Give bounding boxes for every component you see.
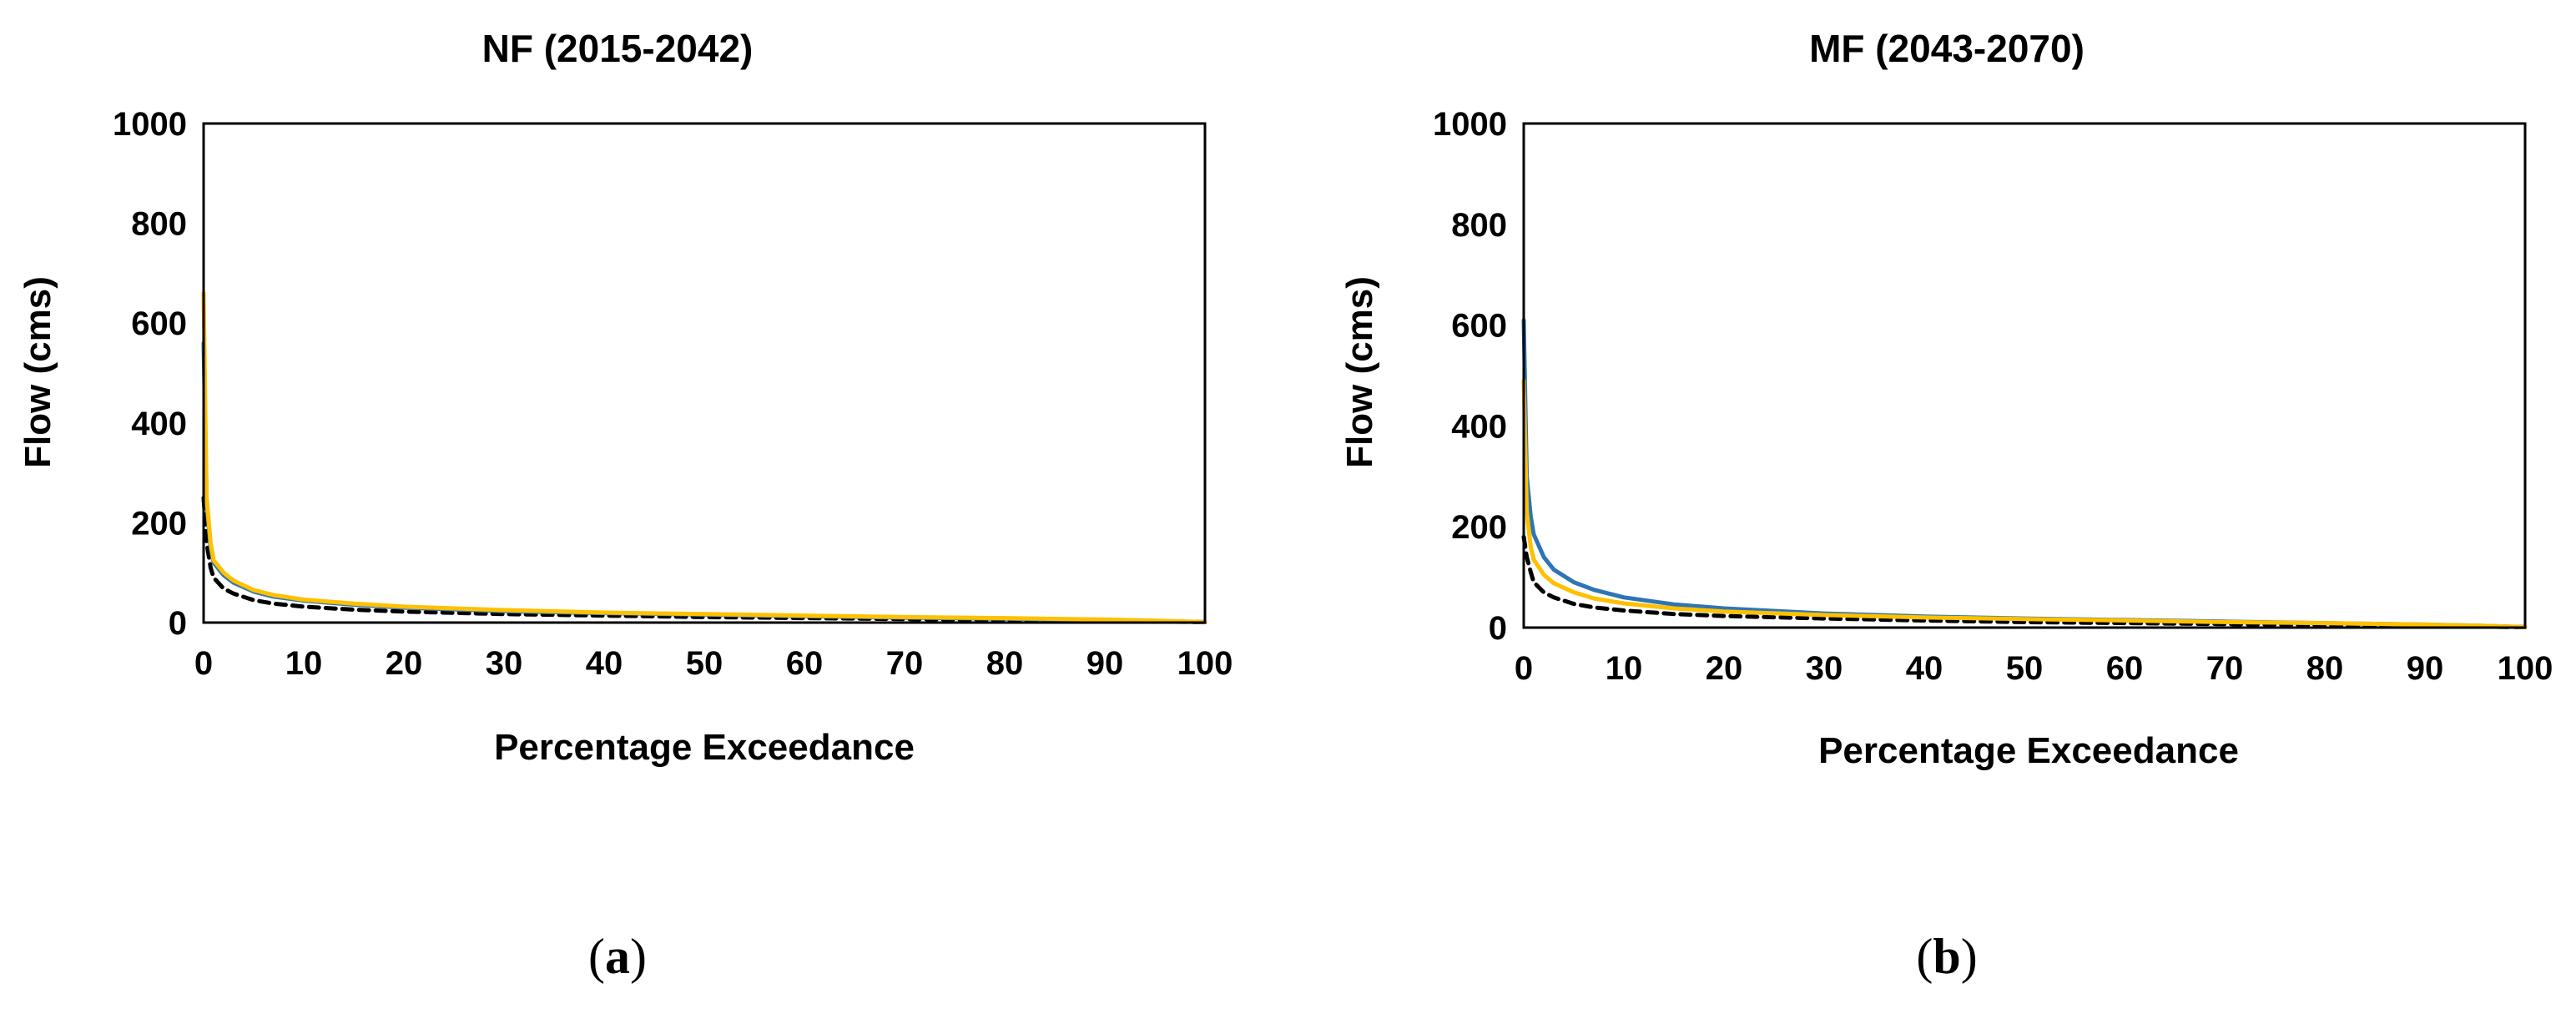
x-tick-labels: 0 10 20 30 40 50 60 70 80 90 100 [1515,650,2553,687]
x-tick-label: 30 [486,645,523,682]
x-tick-label: 100 [2498,650,2553,687]
plot-area-frame [1522,122,2527,629]
x-tick-label: 10 [285,645,323,682]
x-tick-label: 60 [2106,650,2144,687]
y-tick-label: 200 [131,505,187,542]
x-tick-label: 80 [986,645,1024,682]
panel-label: (b) [1916,929,1977,984]
y-tick-label: 1000 [113,106,187,143]
series-lines [1521,318,2528,629]
x-tick-label: 80 [2306,650,2344,687]
x-tick-label: 0 [1515,650,1533,687]
panel-letter: a [605,929,630,984]
x-axis-label: Percentage Exceedance [1818,730,2239,771]
y-tick-label: 600 [1451,308,1507,345]
series-line-orange-series [1521,378,2528,629]
y-tick-label: 200 [1451,509,1507,546]
x-tick-label: 70 [2206,650,2244,687]
x-tick-label: 60 [786,645,824,682]
y-tick-label: 400 [131,406,187,442]
chart-title: NF (2015-2042) [482,27,754,70]
series-line-historical [1521,534,2528,629]
x-tick-label: 20 [1706,650,1743,687]
y-axis-label: Flow (cms) [18,276,58,468]
series-line-blue-series [1521,318,2528,629]
x-tick-label: 70 [886,645,924,682]
x-tick-label: 0 [194,645,213,682]
y-tick-label: 800 [131,206,187,243]
series-line-orange-series [201,290,1207,624]
x-tick-label: 50 [2006,650,2044,687]
chart-panel-a: NF (2015-2042) Flow (cms) Percentage Exc… [18,27,1233,984]
y-tick-label: 800 [1451,207,1507,244]
y-tick-label: 600 [131,305,187,342]
x-tick-label: 40 [586,645,623,682]
series-lines [201,290,1207,624]
y-tick-label: 0 [1489,610,1507,647]
x-tick-label: 50 [686,645,723,682]
y-tick-label: 0 [169,605,187,642]
x-tick-labels: 0 10 20 30 40 50 60 70 80 90 100 [194,645,1233,682]
x-tick-label: 90 [2407,650,2444,687]
x-tick-label: 20 [386,645,423,682]
x-tick-label: 40 [1906,650,1943,687]
y-tick-labels: 0 200 400 600 800 1000 [1433,106,1507,647]
x-tick-label: 30 [1806,650,1843,687]
y-axis-label: Flow (cms) [1339,276,1380,468]
x-tick-label: 90 [1086,645,1124,682]
y-tick-label: 1000 [1433,106,1507,143]
x-tick-label: 10 [1606,650,1643,687]
panel-label: (a) [588,929,647,984]
series-line-blue-series [201,341,1207,624]
x-axis-label: Percentage Exceedance [494,727,915,768]
chart-title: MF (2043-2070) [1809,27,2084,70]
plot-area-frame [202,122,1207,624]
y-tick-labels: 0 200 400 600 800 1000 [113,106,187,642]
x-tick-label: 100 [1177,645,1233,682]
panel-letter: b [1933,929,1960,984]
y-tick-label: 400 [1451,408,1507,445]
chart-panel-b: MF (2043-2070) Flow (cms) Percentage Exc… [1339,27,2553,984]
